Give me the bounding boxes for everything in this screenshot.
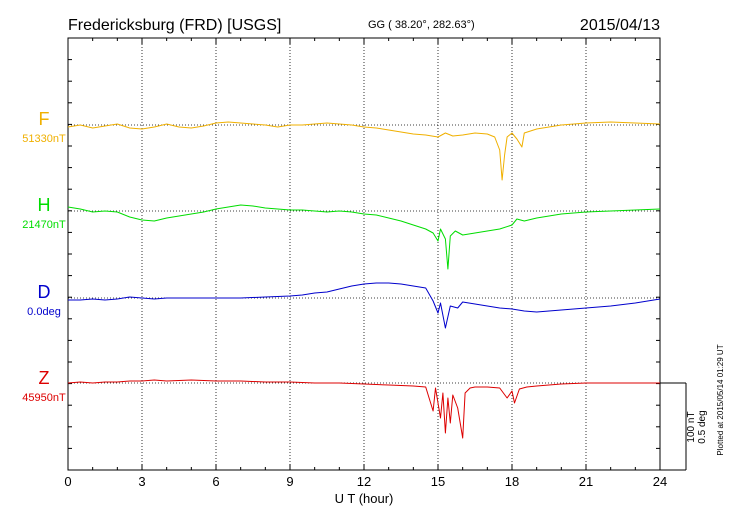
x-tick-label: 24 [653,474,667,489]
x-tick-label: 21 [579,474,593,489]
x-tick-label: 3 [138,474,145,489]
baseline-d: 0.0deg [27,306,61,318]
series-line-z [67,379,660,439]
baseline-z: 45950nT [22,392,66,404]
scale-nT-label: 100 nT [686,411,697,442]
series-label-h: H [38,195,51,215]
series-label-f: F [39,109,50,129]
x-tick-label: 0 [64,474,71,489]
plot-frame [67,37,661,471]
series-labels: F 51330nT H 21470nT D 0.0deg Z 45950nT [22,109,66,404]
series-line-d [68,282,661,329]
series-lines [67,121,661,439]
baseline-f: 51330nT [22,133,66,145]
series-line-h [67,204,661,270]
x-tick-label: 9 [286,474,293,489]
date-label: 2015/04/13 [580,17,660,34]
station-title: Fredericksburg (FRD) [USGS] [68,17,281,34]
plot-grid [67,38,661,470]
baseline-h: 21470nT [22,219,66,231]
x-tick-label: 6 [212,474,219,489]
series-label-z: Z [39,368,50,388]
plotted-timestamp: Plotted at 2015/05/14 01:29 UT [716,344,725,455]
series-line-f [67,121,661,181]
coords-label: GG ( 38.20°, 282.63°) [368,19,475,31]
x-axis: 0 3 6 9 12 15 18 21 24 [64,474,667,489]
series-label-d: D [38,282,51,302]
x-axis-label: U T (hour) [335,491,394,506]
x-tick-label: 18 [505,474,519,489]
x-tick-label: 15 [431,474,445,489]
scale-deg-label: 0.5 deg [697,410,708,443]
scale-bar: 100 nT 0.5 deg [660,382,708,471]
x-tick-label: 12 [357,474,371,489]
